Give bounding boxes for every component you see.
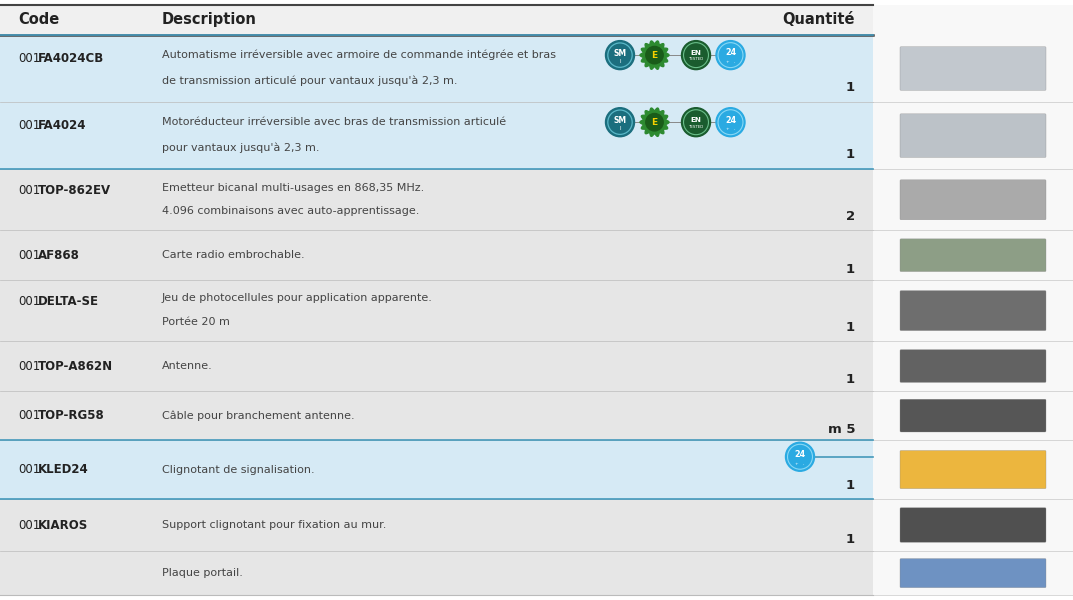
Text: Jeu de photocellules pour application apparente.: Jeu de photocellules pour application ap… [162,293,432,304]
Bar [0,391,873,440]
Text: Portée 20 m: Portée 20 m [162,317,230,326]
Text: Carte radio embrochable.: Carte radio embrochable. [162,250,305,260]
Text: pour vantaux jusqu'à 2,3 m.: pour vantaux jusqu'à 2,3 m. [162,142,320,153]
Circle shape [681,108,710,137]
Text: 24: 24 [725,49,736,58]
Text: +   -: + - [795,462,805,466]
FancyBboxPatch shape [900,114,1046,157]
Text: 001: 001 [18,119,41,132]
Bar [0,499,873,551]
Text: 001: 001 [18,184,41,197]
Bar [0,551,873,595]
Circle shape [716,41,745,70]
Text: 24: 24 [725,116,736,125]
Text: KIAROS: KIAROS [38,518,88,532]
Text: Antenne.: Antenne. [162,361,212,371]
Bar [0,169,873,230]
Text: 001: 001 [18,249,41,262]
Text: KLED24: KLED24 [38,463,88,476]
Text: I: I [619,126,621,131]
Text: de transmission articulé pour vantaux jusqu'à 2,3 m.: de transmission articulé pour vantaux ju… [162,76,457,86]
Text: 24: 24 [794,450,806,459]
Text: Clignotant de signalisation.: Clignotant de signalisation. [162,464,314,475]
FancyBboxPatch shape [900,180,1046,220]
Circle shape [785,442,814,471]
Text: FA4024: FA4024 [38,119,86,132]
Text: Plaque portail.: Plaque portail. [162,568,242,578]
Text: 001: 001 [18,359,41,373]
Circle shape [605,41,634,70]
Circle shape [646,46,663,64]
Text: TESTED: TESTED [689,125,704,128]
FancyBboxPatch shape [900,47,1046,91]
FancyBboxPatch shape [900,350,1046,382]
Text: Automatisme irréversible avec armoire de commande intégrée et bras: Automatisme irréversible avec armoire de… [162,50,556,61]
Bar [0,440,873,499]
Polygon shape [640,41,668,69]
Text: FA4024CB: FA4024CB [38,52,104,65]
Text: 2: 2 [846,211,855,223]
Text: 1: 1 [846,148,855,161]
Text: 001: 001 [18,518,41,532]
Text: TOP-RG58: TOP-RG58 [38,409,104,422]
Text: Quantité: Quantité [782,13,855,28]
Text: E: E [651,50,658,59]
Text: 001: 001 [18,463,41,476]
Text: 001: 001 [18,52,41,65]
Text: Code: Code [18,13,59,28]
Text: Support clignotant pour fixation au mur.: Support clignotant pour fixation au mur. [162,520,386,530]
Text: TESTED: TESTED [689,58,704,61]
Text: 1: 1 [846,321,855,334]
FancyBboxPatch shape [900,290,1046,331]
FancyBboxPatch shape [900,451,1046,488]
Text: 1: 1 [846,373,855,386]
Bar [873,5,1073,595]
FancyBboxPatch shape [900,399,1046,432]
Text: 1: 1 [846,81,855,94]
Circle shape [716,108,745,137]
Text: Câble pour branchement antenne.: Câble pour branchement antenne. [162,410,354,421]
Text: DELTA-SE: DELTA-SE [38,295,99,308]
Circle shape [681,41,710,70]
Text: I: I [619,59,621,64]
Text: 001: 001 [18,295,41,308]
Text: Motoréducteur irréversible avec bras de transmission articulé: Motoréducteur irréversible avec bras de … [162,117,506,127]
FancyBboxPatch shape [900,559,1046,587]
FancyBboxPatch shape [900,508,1046,542]
Text: AF868: AF868 [38,249,79,262]
Bar [0,341,873,391]
Text: +   -: + - [725,127,735,131]
Polygon shape [640,108,668,136]
Text: TOP-862EV: TOP-862EV [38,184,111,197]
Text: 1: 1 [846,533,855,546]
Text: 1: 1 [846,263,855,275]
Circle shape [605,108,634,137]
Text: 1: 1 [846,479,855,493]
Text: TOP-A862N: TOP-A862N [38,359,113,373]
Bar [0,280,873,341]
Text: SM: SM [614,116,627,125]
Bar [0,35,873,102]
Bar [0,5,873,35]
Bar [0,102,873,169]
FancyBboxPatch shape [900,239,1046,272]
Bar [0,230,873,280]
Text: EN: EN [691,116,702,122]
Text: SM: SM [614,49,627,58]
Text: +   -: + - [725,60,735,64]
Text: m 5: m 5 [827,423,855,436]
Text: Description: Description [162,13,256,28]
Text: E: E [651,118,658,127]
Text: 001: 001 [18,409,41,422]
Text: Emetteur bicanal multi-usages en 868,35 MHz.: Emetteur bicanal multi-usages en 868,35 … [162,182,424,193]
Circle shape [646,113,663,131]
Text: 4.096 combinaisons avec auto-apprentissage.: 4.096 combinaisons avec auto-apprentissa… [162,206,420,216]
Text: EN: EN [691,50,702,56]
